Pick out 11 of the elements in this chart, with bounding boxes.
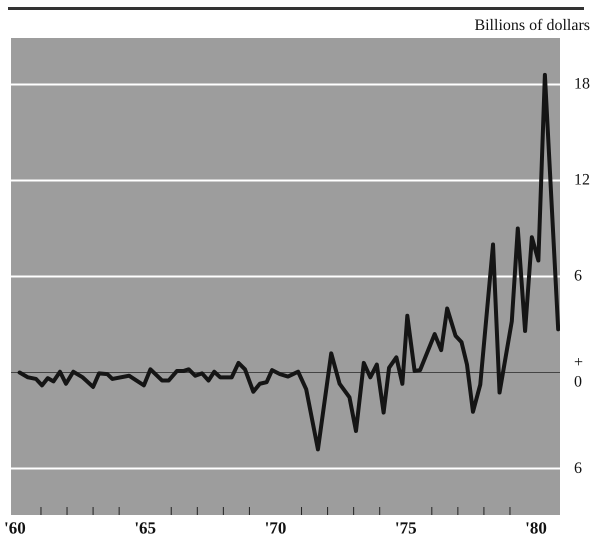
y-tick-label: 12: [574, 172, 590, 189]
y-tick-label: 18: [574, 76, 590, 93]
y-tick-label: + 0: [574, 354, 584, 390]
y-axis-title: Billions of dollars: [474, 17, 590, 34]
y-tick-label: 6: [574, 460, 582, 477]
x-tick-label: '70: [264, 518, 286, 538]
x-tick-label: '80: [525, 518, 547, 538]
x-tick-label: '60: [4, 518, 26, 538]
x-tick-label: '75: [394, 518, 417, 538]
y-tick-label: 6: [574, 268, 582, 285]
x-tick-label: '65: [134, 518, 156, 538]
